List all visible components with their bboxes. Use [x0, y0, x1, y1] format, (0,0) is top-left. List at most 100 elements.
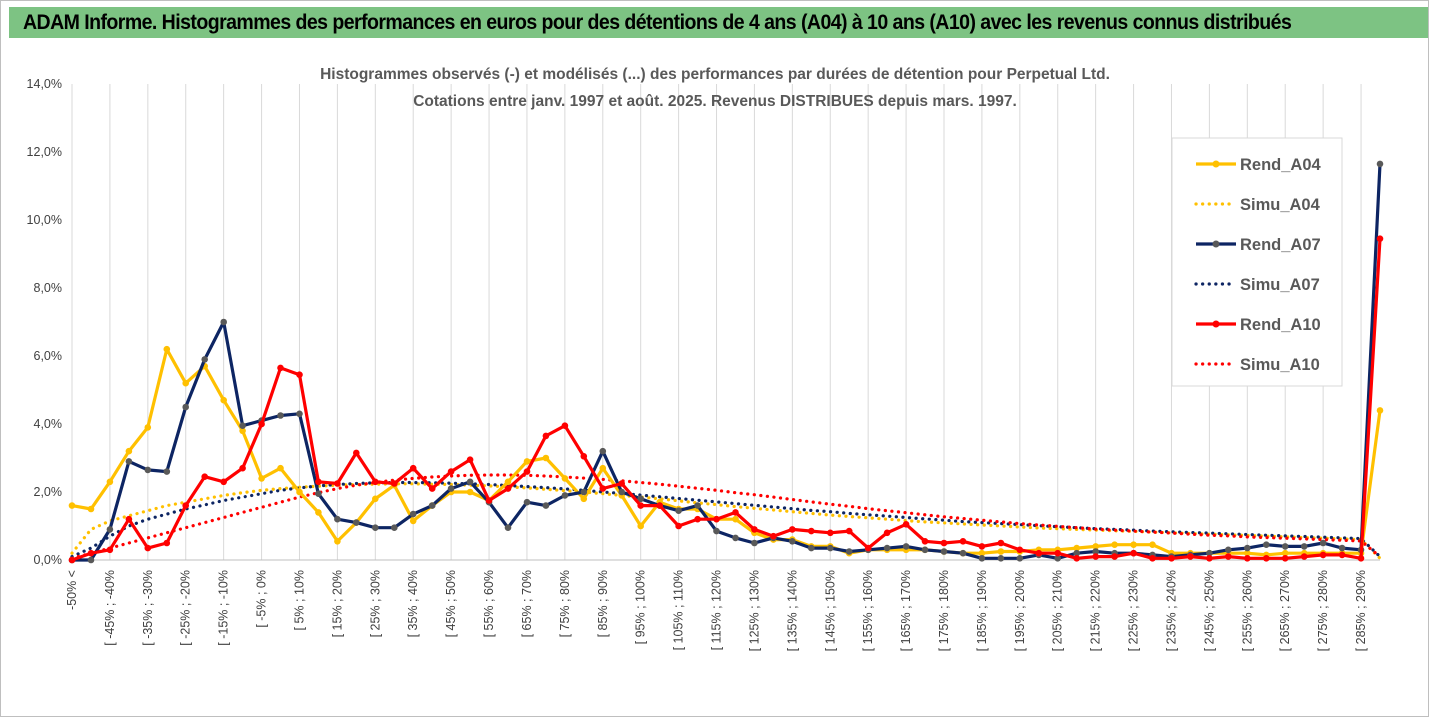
data-point: [1130, 549, 1137, 557]
data-point: [201, 356, 208, 363]
data-point: [770, 532, 777, 540]
series-line: [71, 347, 1382, 557]
report-header: ADAM Informe. Histogrammes des performan…: [9, 7, 1428, 38]
data-point: [87, 556, 95, 564]
data-point: [296, 488, 303, 496]
legend-item: Rend_A07: [1196, 236, 1321, 254]
x-tick-label: [ 105% ; 110%: [672, 570, 686, 650]
data-point: [1225, 546, 1232, 554]
data-point: [808, 527, 815, 535]
x-tick-label: [ 55% ; 60%: [482, 570, 496, 637]
data-point: [656, 502, 663, 509]
series-simu-a04: [70, 482, 1382, 560]
data-point: [1319, 551, 1327, 559]
data-point: [144, 466, 152, 474]
data-point: [789, 526, 796, 533]
legend-label: Simu_A10: [1240, 356, 1320, 374]
data-point: [1054, 555, 1061, 562]
data-point: [1149, 541, 1156, 548]
data-point: [163, 539, 171, 547]
data-point: [296, 410, 303, 418]
data-point: [277, 364, 284, 372]
data-point: [902, 543, 910, 550]
data-point: [239, 422, 246, 430]
data-point: [599, 464, 607, 472]
x-tick-label: -50% <: [65, 570, 79, 610]
data-point: [447, 468, 455, 475]
x-tick-label: [ 265% ; 270%: [1278, 570, 1292, 651]
data-point: [87, 505, 95, 513]
x-tick-label: [ -25% ; -20%: [179, 570, 193, 646]
series-lines: [68, 160, 1384, 564]
data-point: [997, 548, 1005, 555]
y-tick-label: 10,0%: [27, 213, 62, 227]
data-point: [144, 424, 152, 431]
data-point: [808, 544, 815, 552]
legend-item: Simu_A04: [1194, 196, 1321, 214]
data-point: [125, 515, 133, 523]
x-tick-label: [ 65% ; 70%: [520, 570, 534, 637]
data-point: [751, 526, 758, 533]
data-point: [409, 517, 417, 525]
legend-item: Rend_A10: [1196, 316, 1321, 334]
x-tick-label: [ 115% ; 120%: [710, 570, 724, 650]
data-point: [428, 502, 436, 509]
vertical-gridlines: [71, 84, 1362, 560]
data-point: [1244, 544, 1251, 552]
series-line: [70, 480, 1382, 559]
data-point: [1300, 543, 1308, 550]
x-tick-label: [ 145% ; 150%: [823, 570, 837, 651]
x-tick-label: [ -5% ; 0%: [255, 570, 269, 628]
data-point: [1016, 555, 1024, 562]
data-point: [1281, 549, 1289, 557]
data-point: [315, 490, 322, 498]
data-point: [1263, 541, 1270, 548]
data-point: [694, 515, 701, 523]
legend-box: [1171, 137, 1343, 387]
x-tick-label: [ 155% ; 160%: [861, 570, 875, 651]
x-tick-label: [ 235% ; 240%: [1164, 570, 1178, 651]
x-tick-label: [ 45% ; 50%: [444, 570, 458, 637]
x-tick-label: [ -45% ; -40%: [103, 570, 117, 646]
series-line: [70, 473, 1382, 560]
y-tick-label: 12,0%: [27, 145, 62, 159]
data-point: [296, 371, 303, 379]
data-point: [1225, 553, 1232, 560]
data-point: [258, 475, 265, 482]
data-point: [1073, 555, 1080, 562]
data-point: [1130, 541, 1137, 548]
data-point: [845, 548, 853, 555]
data-point: [201, 473, 208, 481]
data-point: [1149, 555, 1156, 562]
y-tick-label: 0,0%: [34, 553, 63, 567]
data-point: [1035, 549, 1043, 557]
data-point: [1281, 543, 1289, 550]
data-point: [1111, 541, 1118, 548]
data-point: [68, 502, 76, 509]
data-point: [447, 485, 455, 492]
chart-subtitle: Cotations entre janv. 1997 et août. 2025…: [413, 93, 1017, 110]
data-point: [372, 524, 379, 531]
data-point: [940, 548, 948, 555]
data-point: [864, 544, 872, 552]
data-point: [106, 546, 114, 554]
legend-marker: [1212, 240, 1220, 248]
x-tick-label: [ 5% ; 10%: [292, 570, 306, 630]
data-point: [827, 544, 834, 552]
series-line: [72, 163, 1382, 562]
data-point: [883, 529, 891, 537]
data-point: [391, 480, 398, 487]
data-point: [1376, 235, 1384, 242]
data-point: [163, 345, 171, 353]
data-point: [997, 539, 1005, 547]
data-point: [144, 544, 152, 552]
legend-label: Rend_A04: [1240, 156, 1322, 174]
data-point: [106, 478, 114, 486]
data-point: [902, 521, 910, 528]
data-point: [523, 458, 531, 465]
data-point: [542, 502, 550, 509]
data-point: [334, 515, 341, 523]
x-tick-label: [ -35% ; -30%: [141, 570, 155, 646]
data-point: [1244, 549, 1251, 557]
